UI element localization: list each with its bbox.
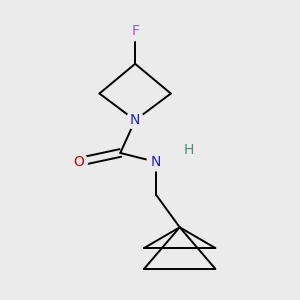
Circle shape <box>126 111 144 129</box>
Text: F: F <box>131 24 139 38</box>
Text: N: N <box>130 113 140 127</box>
Circle shape <box>147 153 165 171</box>
Circle shape <box>126 22 145 40</box>
Text: H: H <box>184 143 194 157</box>
Circle shape <box>70 153 88 171</box>
Text: O: O <box>73 155 84 169</box>
Circle shape <box>181 142 196 158</box>
Text: N: N <box>151 155 161 169</box>
